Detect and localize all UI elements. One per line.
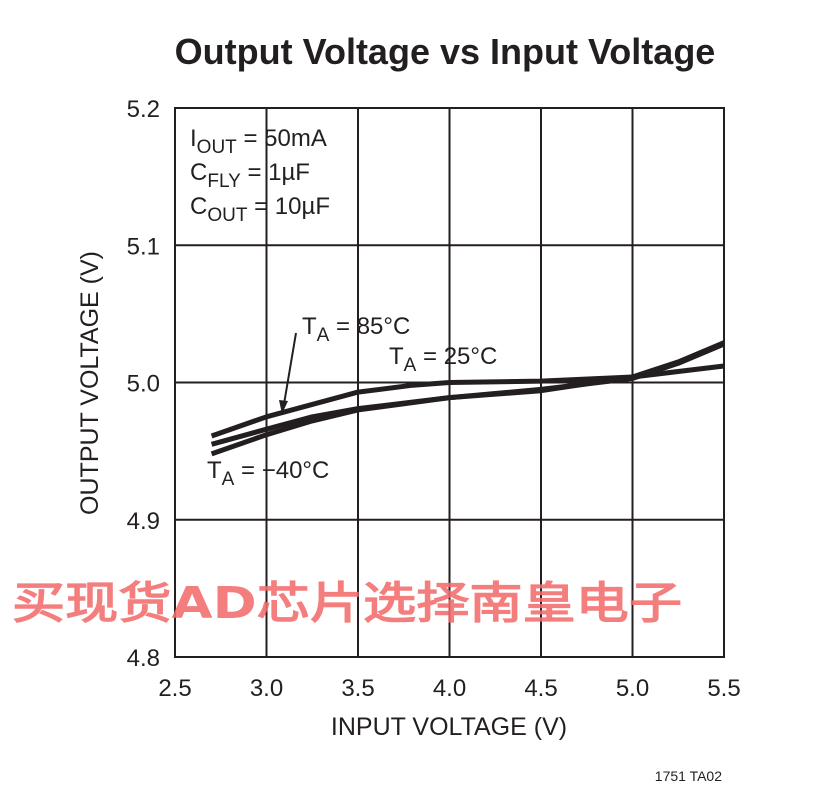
figure-id: 1751 TA02 — [655, 768, 722, 784]
y-tick-label: 4.8 — [127, 645, 160, 672]
chart-title: Output Voltage vs Input Voltage — [175, 31, 716, 72]
x-tick-label: 5.0 — [616, 675, 649, 702]
condition-cfly: CFLY = 1µF — [190, 159, 310, 192]
y-tick-labels: 4.8 4.9 5.0 5.1 5.2 — [127, 96, 160, 672]
series-label-25c: TA = 25°C — [389, 343, 497, 376]
x-axis-label: INPUT VOLTAGE (V) — [331, 713, 567, 741]
condition-iout: IOUT = 50mA — [190, 125, 327, 158]
plot-frame — [174, 107, 725, 658]
condition-cout: COUT = 10µF — [190, 193, 330, 226]
y-tick-label: 5.1 — [127, 233, 160, 260]
x-tick-labels: 2.5 3.0 3.5 4.0 4.5 5.0 5.5 — [158, 675, 740, 702]
x-tick-label: 2.5 — [158, 675, 191, 702]
series-line-minus40c — [210, 341, 725, 457]
x-tick-label: 4.5 — [524, 675, 557, 702]
y-tick-label: 5.0 — [127, 371, 160, 398]
watermark: 买现货AD芯片选择南皇电子 — [12, 578, 682, 629]
x-tick-label: 5.5 — [707, 675, 740, 702]
test-conditions: IOUT = 50mA CFLY = 1µF COUT = 10µF — [190, 125, 330, 226]
y-axis-label: OUTPUT VOLTAGE (V) — [76, 251, 104, 515]
arrow-head-icon — [279, 400, 288, 414]
series-label-85c: TA = 85°C — [302, 313, 410, 346]
series-label-minus40c: TA = −40°C — [207, 457, 329, 490]
y-tick-label: 5.2 — [127, 96, 160, 123]
x-tick-label: 4.0 — [433, 675, 466, 702]
y-tick-label: 4.9 — [127, 508, 160, 535]
series-label-85c-arrow — [283, 332, 297, 405]
x-tick-label: 3.5 — [341, 675, 374, 702]
x-tick-label: 3.0 — [250, 675, 283, 702]
